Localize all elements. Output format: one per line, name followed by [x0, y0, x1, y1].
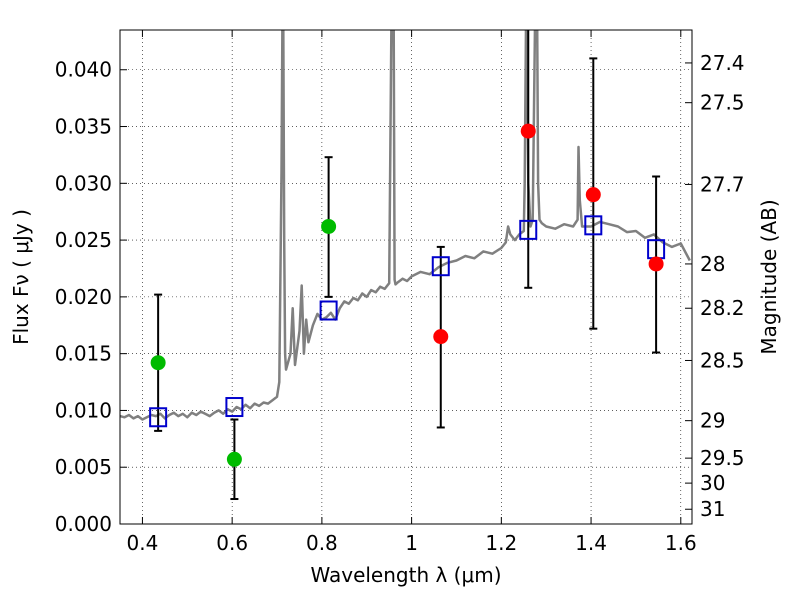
y-tick-label: 0.010 [55, 398, 112, 422]
x-tick-label: 1 [405, 531, 418, 555]
x-tick-label: 1.2 [485, 531, 517, 555]
x-tick-label: 0.4 [127, 531, 159, 555]
observed-point-circle [648, 256, 664, 272]
y2-tick-label: 27.4 [700, 51, 745, 75]
model-point-square [584, 215, 603, 236]
y-tick-label: 0.030 [55, 171, 112, 195]
y2-tick-label: 29.5 [700, 446, 745, 470]
y2-tick-label: 31 [700, 497, 725, 521]
y2-tick-label: 29 [700, 409, 725, 433]
y-tick-label: 0.000 [55, 512, 112, 536]
y2-tick-label: 28.5 [700, 348, 745, 372]
axis-ticks: 0.4 0.6 0.8 1 1.2 1.4 1.6 0.000 0.005 0.010 0.015 0… [55, 30, 745, 555]
observed-point-circle [585, 187, 601, 203]
model-point-square [519, 219, 538, 240]
y-tick-label: 0.015 [55, 342, 112, 366]
model-point-square [431, 256, 450, 277]
observed-point-circle [520, 123, 536, 139]
plot-frame [119, 29, 693, 525]
x-tick-label: 1.6 [665, 531, 697, 555]
x-tick-label: 0.8 [306, 531, 338, 555]
plot-area [120, 30, 691, 501]
model-point-square [319, 300, 338, 321]
model-point-square [149, 407, 168, 428]
spectrum-line [120, 30, 691, 421]
y-tick-label: 0.020 [55, 285, 112, 309]
x-tick-label: 1.4 [575, 531, 607, 555]
y2-tick-label: 28.2 [700, 296, 745, 320]
y-axis-title: Flux Fν ( μJy ) [9, 209, 33, 345]
y2-tick-label: 30 [700, 471, 725, 495]
y-tick-label: 0.040 [55, 58, 112, 82]
y2-axis-title: Magnitude (AB) [757, 199, 781, 354]
model-point-square [225, 397, 244, 418]
y-tick-label: 0.005 [55, 455, 112, 479]
observed-point-circle [226, 451, 242, 467]
observed-point-circle [321, 218, 337, 234]
observed-point-circle [150, 355, 166, 371]
y2-tick-label: 27.5 [700, 91, 745, 115]
y-tick-label: 0.035 [55, 115, 112, 139]
y-tick-label: 0.025 [55, 228, 112, 252]
x-axis-title: Wavelength λ (μm) [310, 563, 501, 587]
y2-tick-label: 27.7 [700, 172, 745, 196]
observed-point-circle [433, 329, 449, 345]
x-tick-label: 0.6 [216, 531, 248, 555]
y2-tick-label: 28 [700, 252, 725, 276]
